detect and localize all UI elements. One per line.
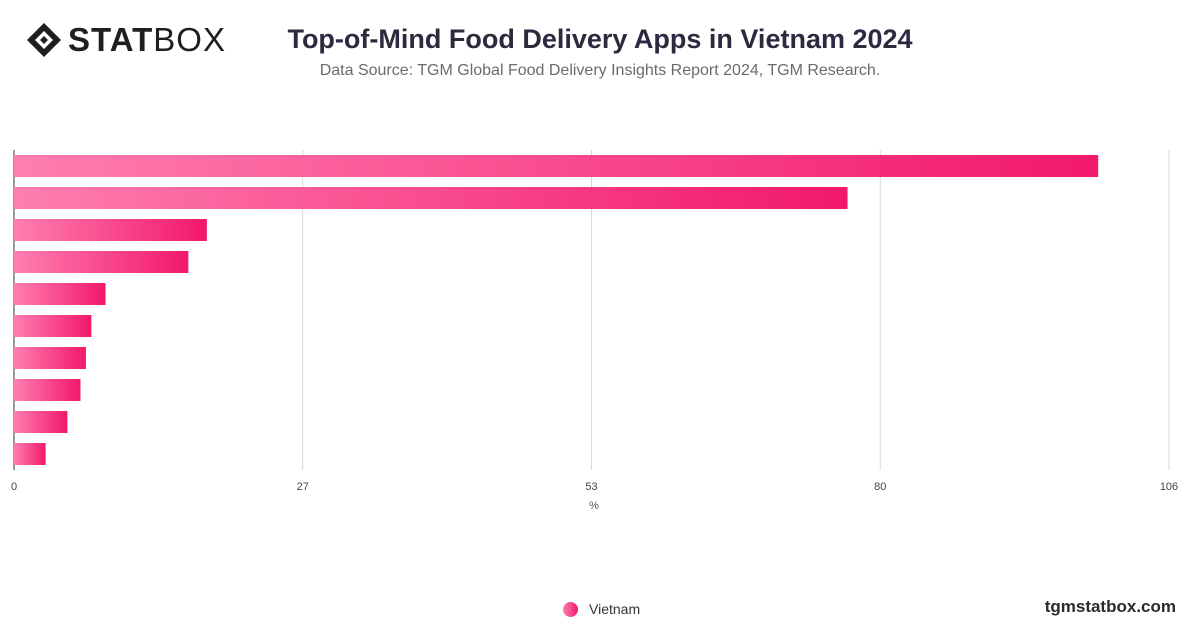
bar[interactable] <box>14 283 106 305</box>
bar[interactable] <box>14 219 207 241</box>
site-url: tgmstatbox.com <box>1044 597 1176 616</box>
x-axis-label: % <box>589 500 599 512</box>
logo-text-bold: STAT <box>68 21 154 58</box>
bar[interactable] <box>14 411 68 433</box>
diamond-logo-icon <box>27 23 61 57</box>
x-tick-label: 53 <box>585 481 597 493</box>
chart-subtitle: Data Source: TGM Global Food Delivery In… <box>319 62 881 79</box>
bar[interactable] <box>14 155 1099 177</box>
bar[interactable] <box>14 347 86 369</box>
legend-label: Vietnam <box>589 601 641 617</box>
x-tick-label: 80 <box>874 481 886 493</box>
chart-legend[interactable]: Vietnam <box>563 601 640 617</box>
legend-marker-icon <box>563 601 578 617</box>
logo-wordmark: STATBOX <box>68 22 226 58</box>
bar-chart: 0 27 53 80 106 % <box>11 150 1178 512</box>
x-tick-label: 0 <box>11 481 17 493</box>
bar[interactable] <box>14 379 81 401</box>
logo-text-light: BOX <box>153 21 226 58</box>
bar[interactable] <box>14 187 848 209</box>
bar[interactable] <box>14 315 92 337</box>
x-tick-label: 27 <box>297 481 309 493</box>
x-tick-label: 106 <box>1160 481 1178 493</box>
bar[interactable] <box>14 251 189 273</box>
chart-title: Top-of-Mind Food Delivery Apps in Vietna… <box>287 24 913 54</box>
statbox-logo: STATBOX <box>26 22 226 58</box>
bar[interactable] <box>14 443 46 465</box>
